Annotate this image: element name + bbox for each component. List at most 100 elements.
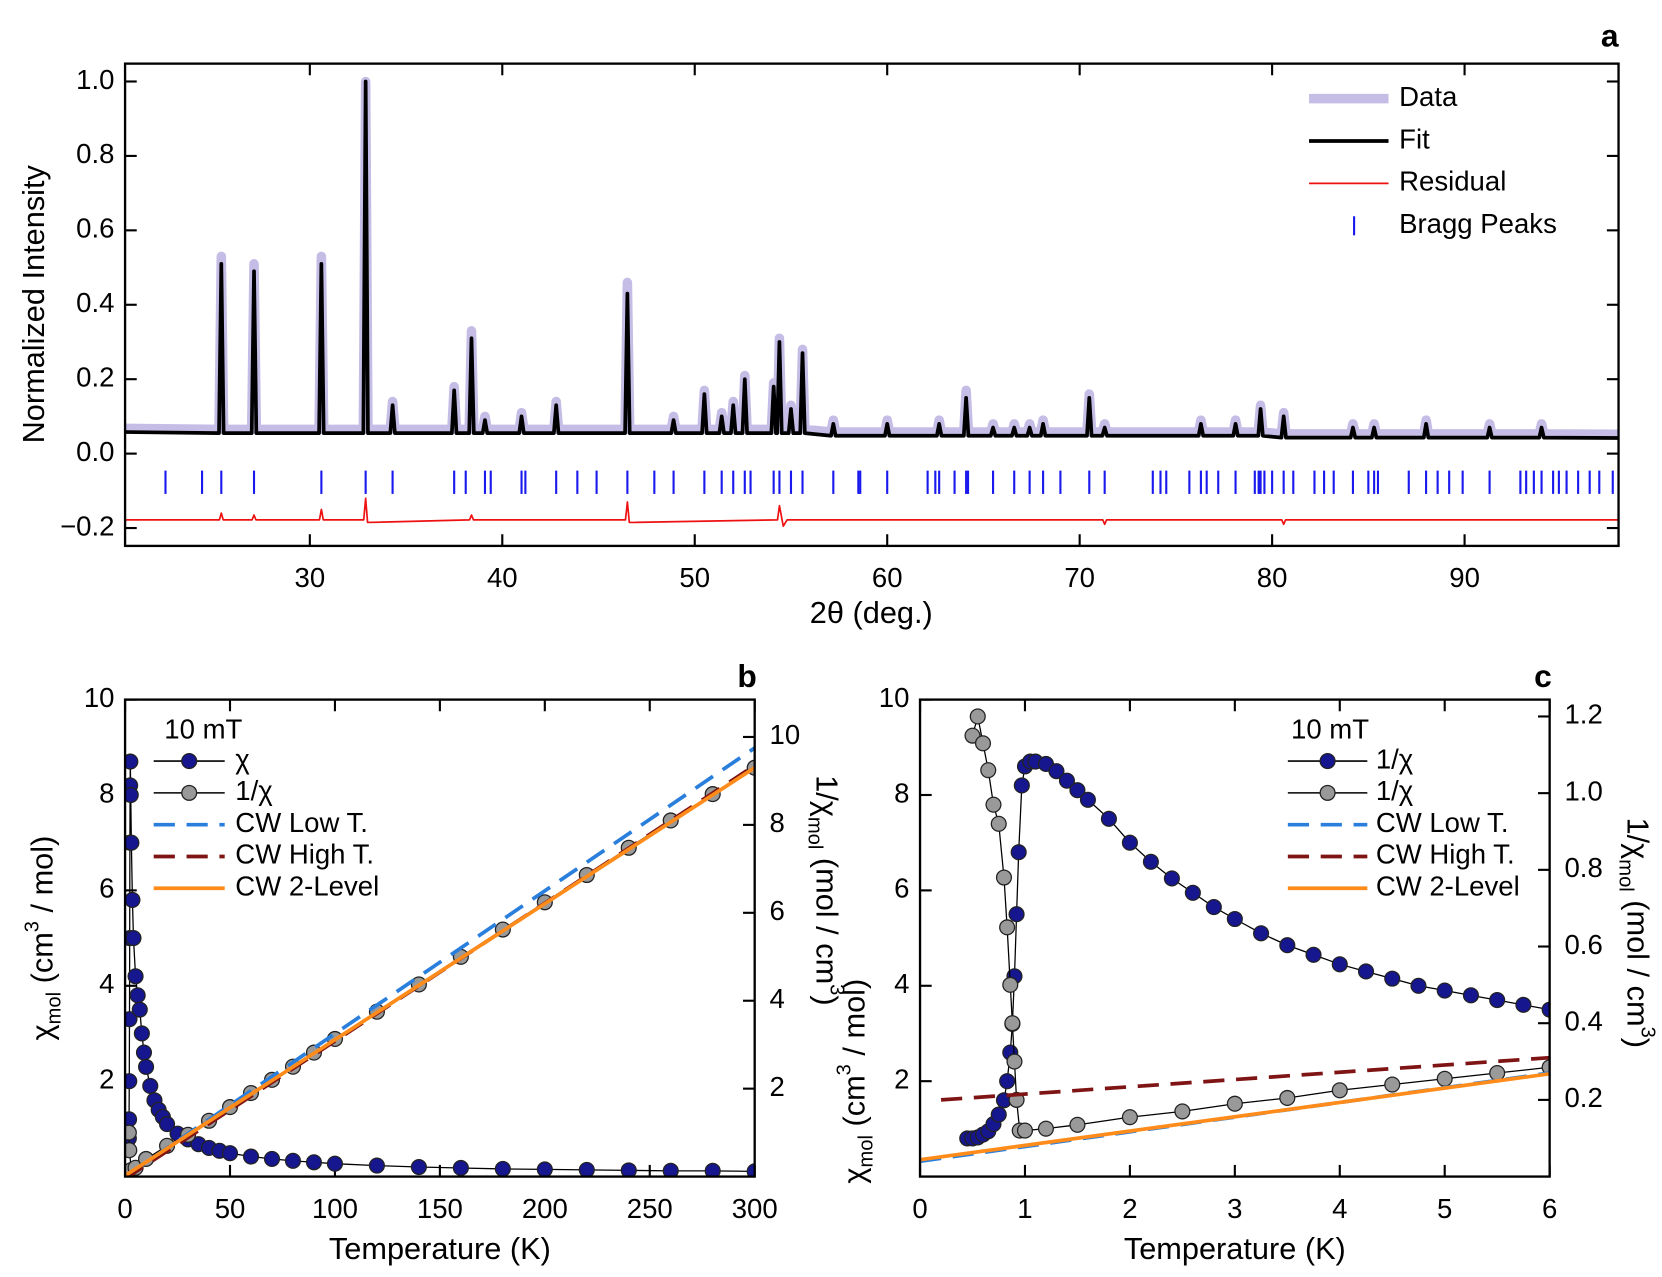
data-point: [1002, 976, 1019, 993]
data-point: [263, 1150, 281, 1167]
legend-label: 1/χ: [1376, 743, 1414, 774]
data-point: [1253, 925, 1270, 942]
x-tick-label: 80: [1257, 562, 1288, 593]
data-point: [368, 1157, 385, 1174]
x-tick-label: 40: [487, 562, 518, 593]
legend-label: Data: [1399, 81, 1458, 112]
y-tick-label: 0.8: [76, 138, 114, 169]
label-part: χ: [837, 1167, 872, 1183]
data-point: [990, 815, 1007, 832]
data-point: [1142, 853, 1159, 870]
y2-tick-label: 10: [770, 719, 801, 750]
data-point: [129, 987, 146, 1004]
data-point: [746, 1163, 755, 1177]
legend-label: CW High T.: [1376, 839, 1515, 870]
legend-swatch: [181, 784, 198, 801]
y2-tick-label: 4: [770, 983, 785, 1014]
data-point: [127, 968, 144, 985]
data-point: [985, 796, 1002, 813]
y2-axis-label: 1/χmol (mol / cm3): [1614, 818, 1658, 1048]
y2-tick-label: 1.2: [1564, 699, 1602, 730]
data-point: [1410, 977, 1427, 994]
data-point: [133, 1025, 150, 1042]
y2-tick-label: 8: [770, 807, 785, 838]
x-axis-label: 2θ (deg.): [810, 595, 933, 630]
data-point: [1436, 982, 1453, 999]
y-tick-label: 4: [894, 968, 909, 999]
data-point: [125, 1124, 137, 1141]
y-tick-label: 1.0: [76, 64, 114, 95]
legend-label: CW Low T.: [1376, 807, 1509, 838]
label-part: mol: [1614, 859, 1636, 891]
x-tick-label: 2: [1122, 1193, 1137, 1224]
data-point: [125, 930, 142, 947]
label-part: 3: [22, 921, 44, 932]
y2-tick-label: 0.4: [1564, 1005, 1602, 1036]
y2-tick-label: 2: [770, 1071, 785, 1102]
series-line: [125, 79, 1619, 440]
series-line: [125, 76, 1619, 440]
x-tick-label: 30: [295, 562, 326, 593]
data-point: [131, 1001, 148, 1018]
x-tick-label: 150: [417, 1193, 463, 1224]
y-tick-label: 10: [84, 682, 115, 713]
legend-label: CW High T.: [235, 839, 374, 870]
x-tick-label: 100: [312, 1193, 358, 1224]
plot-area: [920, 708, 1550, 1164]
legend-swatch: [1319, 784, 1336, 801]
data-point: [1279, 937, 1296, 954]
label-part: (cm: [837, 1075, 872, 1135]
data-point: [1069, 782, 1086, 799]
x-tick-label: 0: [117, 1193, 132, 1224]
data-point: [1384, 1076, 1401, 1093]
label-part: (mol / cm: [810, 849, 845, 984]
data-point: [1174, 1103, 1191, 1120]
label-part: ): [810, 995, 845, 1005]
label-part: 1/χ: [1620, 818, 1655, 860]
legend-swatch: [181, 753, 198, 770]
data-point: [1331, 956, 1348, 973]
legend-label: 1/χ: [235, 775, 273, 806]
series-line: [920, 1071, 1550, 1162]
label-part: / mol): [25, 836, 60, 921]
data-point: [620, 1162, 637, 1177]
data-point: [969, 708, 986, 725]
data-point: [1121, 834, 1138, 851]
y-tick-label: 0.4: [76, 287, 114, 318]
data-point: [158, 1116, 176, 1133]
x-tick-label: 300: [732, 1193, 778, 1224]
legend-title: 10 mT: [1291, 714, 1369, 745]
label-part: mol: [856, 1135, 878, 1167]
data-point: [999, 919, 1016, 936]
legend-title: 10 mT: [164, 714, 242, 745]
y2-tick-label: 1.0: [1564, 775, 1602, 806]
y-tick-label: 6: [894, 873, 909, 904]
data-point: [578, 1161, 595, 1177]
y-tick-label: 2: [894, 1063, 909, 1094]
data-point: [1541, 1059, 1550, 1076]
panel-letter: c: [1534, 658, 1552, 694]
data-point: [536, 1161, 553, 1177]
x-tick-label: 60: [872, 562, 903, 593]
data-point: [1016, 1122, 1034, 1139]
y-tick-label: 10: [879, 682, 910, 713]
legend-label: Bragg Peaks: [1399, 208, 1557, 239]
data-point: [1541, 1001, 1550, 1018]
legend-label: 1/χ: [1376, 775, 1414, 806]
label-part: / mol): [837, 979, 872, 1064]
data-point: [326, 1155, 343, 1172]
label-part: 3: [1636, 1027, 1658, 1038]
label-part: mol: [803, 817, 825, 849]
series-line: [125, 765, 755, 1177]
panel-letter: b: [737, 658, 756, 694]
data-point: [138, 1058, 155, 1075]
y-tick-label: 8: [894, 777, 909, 808]
x-tick-label: 4: [1332, 1193, 1347, 1224]
data-point: [1226, 910, 1243, 928]
data-point: [1079, 791, 1096, 808]
y-tick-label: −0.2: [60, 510, 114, 541]
x-tick-label: 5: [1437, 1193, 1452, 1224]
data-point: [410, 1158, 427, 1176]
x-tick-label: 70: [1064, 562, 1095, 593]
data-point: [662, 1162, 679, 1177]
